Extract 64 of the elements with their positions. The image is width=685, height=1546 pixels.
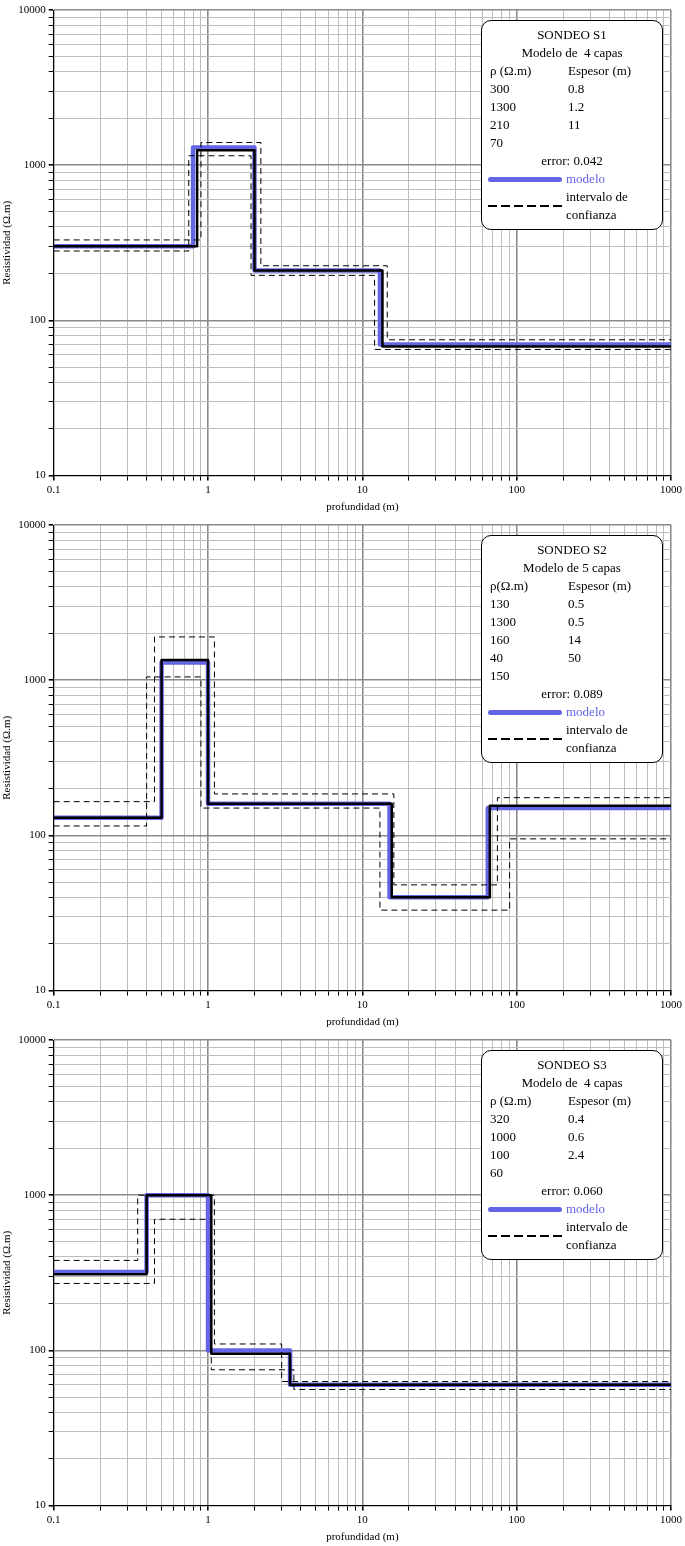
- text: SONDEO S1: [536, 26, 608, 44]
- legend-label: intervalo de confianza: [566, 1218, 629, 1254]
- legend-label: intervalo de confianza: [566, 721, 629, 757]
- x-tick-label: 0.1: [46, 998, 61, 1011]
- x-axis-title: profundidad (m): [326, 1015, 399, 1029]
- x-tick-label: 1000: [660, 483, 683, 496]
- y-tick-label: 1000: [23, 673, 47, 686]
- y-tick-label: 10: [34, 468, 47, 481]
- text: modelo: [566, 703, 605, 721]
- x-tick-label: 1000: [660, 1513, 683, 1526]
- x-tick-label: 100: [508, 998, 526, 1011]
- y-tick-label: 10000: [18, 1032, 47, 1045]
- text: 210 11: [490, 117, 581, 132]
- text: modelo: [566, 170, 605, 188]
- y-tick-label: 10000: [18, 517, 47, 530]
- y-tick-label: 100: [29, 1343, 47, 1356]
- text: 320 0.4: [490, 1111, 585, 1126]
- x-tick-label: 10: [356, 1513, 369, 1526]
- text: 130 0.5: [490, 596, 585, 611]
- annotation: error: 0.060: [540, 1182, 604, 1200]
- text: 300 0.8: [490, 81, 585, 96]
- text: 40 50: [490, 650, 581, 665]
- y-axis-title: Resistividad (Ω.m): [0, 1230, 14, 1315]
- text: Modelo de 4 capas: [520, 44, 624, 62]
- text: ρ (Ω.m) Espesor (m): [490, 63, 632, 78]
- text: 1300 1.2: [490, 99, 585, 114]
- text: SONDEO S3: [536, 1056, 608, 1074]
- x-tick-label: 1: [205, 1513, 211, 1526]
- text: Modelo de 5 capas: [522, 559, 622, 577]
- x-tick-label: 100: [508, 483, 526, 496]
- text: 1300 0.5: [490, 614, 585, 629]
- x-tick-label: 1: [205, 998, 211, 1011]
- y-axis-title: Resistividad (Ω.m): [0, 200, 14, 285]
- annotation: 150: [489, 667, 511, 685]
- x-tick-label: 0.1: [46, 483, 61, 496]
- y-tick-label: 10000: [18, 2, 47, 15]
- y-tick-label: 100: [29, 828, 47, 841]
- text: SONDEO S2: [536, 541, 608, 559]
- text: 100 2.4: [490, 1147, 585, 1162]
- y-axis-title: Resistividad (Ω.m): [0, 715, 14, 800]
- annotation: error: 0.089: [540, 685, 604, 703]
- y-tick-label: 10: [34, 983, 47, 996]
- text: 160 14: [490, 632, 581, 647]
- x-tick-label: 100: [508, 1513, 526, 1526]
- x-tick-label: 10: [356, 998, 369, 1011]
- annotation: 60: [489, 1164, 504, 1182]
- y-tick-label: 10: [34, 1498, 47, 1511]
- text: modelo: [566, 1200, 605, 1218]
- x-axis-title: profundidad (m): [326, 500, 399, 514]
- annotation: 70: [489, 134, 504, 152]
- x-tick-label: 1000: [660, 998, 683, 1011]
- text: ρ (Ω.m) Espesor (m): [490, 1093, 632, 1108]
- x-tick-label: 0.1: [46, 1513, 61, 1526]
- x-tick-label: 1: [205, 483, 211, 496]
- annotation: error: 0.042: [540, 152, 604, 170]
- y-tick-label: 1000: [23, 1188, 47, 1201]
- x-axis-title: profundidad (m): [326, 1530, 399, 1544]
- text: ρ(Ω.m) Espesor (m): [490, 578, 632, 593]
- y-tick-label: 100: [29, 313, 47, 326]
- legend-label: intervalo de confianza: [566, 188, 629, 224]
- text: Modelo de 4 capas: [520, 1074, 624, 1092]
- text: 1000 0.6: [490, 1129, 585, 1144]
- x-tick-label: 10: [356, 483, 369, 496]
- y-tick-label: 1000: [23, 158, 47, 171]
